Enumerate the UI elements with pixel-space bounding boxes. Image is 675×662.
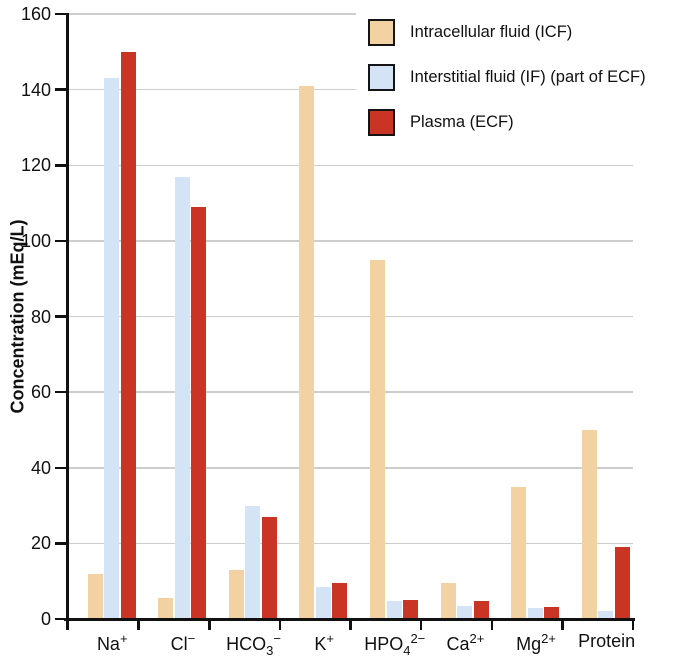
bar-k-plasma [332, 583, 348, 619]
bar-k-if [315, 586, 331, 619]
legend-label-plasma: Plasma (ECF) [410, 112, 514, 131]
legend: Intracellular fluid (ICF) Interstitial f… [356, 4, 675, 152]
legend-label-icf: Intracellular fluid (ICF) [410, 22, 573, 41]
x-tick-3 [278, 619, 282, 630]
x-tick-0 [66, 619, 70, 630]
icf-color-swatch [368, 18, 395, 46]
x-tick-1 [137, 619, 140, 630]
x-tick-7 [561, 619, 564, 630]
y-axis-line [66, 12, 69, 630]
bar-ca2-icf [440, 583, 456, 619]
gridline-40 [69, 467, 633, 469]
y-tick-160 [55, 12, 66, 16]
y-tick-40 [55, 466, 66, 469]
gridline-160 [69, 13, 633, 15]
bar-mg2-icf [511, 486, 527, 619]
y-tick-60 [55, 390, 66, 394]
bar-na-icf [87, 573, 103, 619]
y-tick-0 [55, 617, 66, 621]
gridline-120 [69, 164, 633, 166]
y-tick-label-160: 160 [20, 4, 51, 24]
y-tick-label-0: 0 [40, 609, 51, 629]
y-tick-label-60: 60 [30, 382, 51, 403]
gridline-140 [69, 88, 633, 91]
x-axis-label-k: K+ [314, 631, 334, 654]
y-tick-label-100: 100 [20, 230, 51, 251]
y-tick-label-120: 120 [20, 155, 51, 176]
bar-cl-plasma [191, 206, 207, 619]
x-axis-label-ca2: Ca2+ [446, 631, 485, 654]
if-color-swatch [368, 63, 395, 91]
bar-cl-if [174, 176, 190, 619]
bar-na-plasma [120, 51, 136, 619]
legend-row-plasma: Plasma (ECF) [368, 108, 675, 136]
y-tick-label-80: 80 [30, 306, 51, 327]
bar-ca2-if [457, 605, 473, 619]
x-tick-5 [419, 619, 423, 630]
y-tick-label-140: 140 [20, 79, 51, 100]
legend-row-if: Interstitial fluid (IF) (part of ECF) [368, 63, 675, 91]
x-axis-label-cl: Cl− [170, 631, 196, 654]
y-tick-label-20: 20 [30, 533, 51, 554]
bar-protein-if [598, 611, 614, 619]
y-tick-120 [55, 164, 66, 167]
bar-cl-icf [158, 598, 174, 619]
y-tick-label-40: 40 [30, 457, 51, 478]
bar-hpo42-icf [370, 259, 385, 619]
x-axis-label-hco3: HCO3− [226, 631, 281, 658]
y-tick-80 [55, 315, 66, 318]
y-tick-20 [55, 542, 66, 545]
legend-label-if: Interstitial fluid (IF) (part of ECF) [410, 67, 646, 86]
x-tick-6 [490, 619, 493, 630]
gridline-100 [69, 240, 633, 242]
legend-row-icf: Intracellular fluid (ICF) [368, 18, 675, 46]
x-axis-label-na: Na+ [96, 631, 128, 654]
x-axis-label-protein: Protein [578, 631, 636, 651]
bar-hco3-icf [228, 569, 244, 619]
bar-hco3-if [245, 505, 261, 619]
gridline-80 [69, 315, 633, 318]
bar-mg2-if [527, 607, 543, 619]
bar-mg2-plasma [544, 606, 560, 619]
bar-hco3-plasma [261, 516, 277, 619]
bar-protein-plasma [614, 547, 630, 619]
x-tick-2 [208, 619, 211, 630]
x-tick-4 [349, 619, 352, 630]
bar-hpo42-plasma [403, 600, 418, 619]
gridline-20 [69, 542, 633, 545]
bar-k-icf [299, 85, 315, 619]
bar-hpo42-if [386, 601, 402, 619]
bar-protein-icf [581, 429, 597, 619]
x-axis-label-mg2: Mg2+ [516, 631, 556, 654]
gridline-60 [69, 391, 633, 393]
y-tick-140 [55, 88, 66, 91]
y-tick-100 [55, 239, 66, 243]
x-tick-8 [631, 619, 635, 630]
bar-ca2-plasma [473, 600, 489, 619]
plasma-color-swatch [368, 108, 395, 136]
bar-na-if [104, 78, 119, 619]
x-axis-label-hpo42: HPO42− [364, 631, 426, 658]
